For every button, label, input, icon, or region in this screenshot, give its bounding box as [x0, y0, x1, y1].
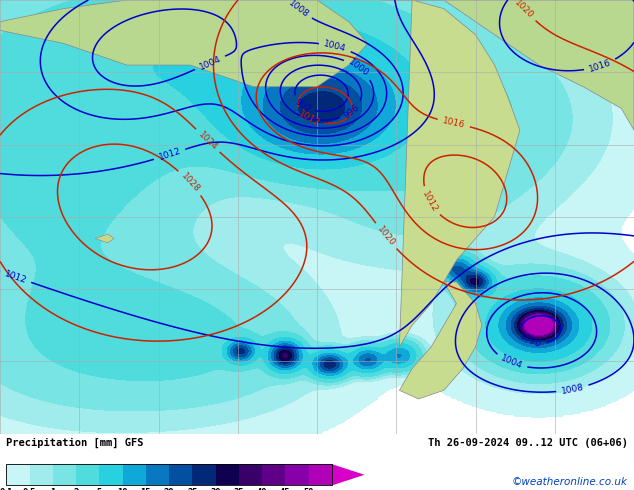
Text: 1016: 1016: [441, 116, 466, 130]
Text: 1012: 1012: [3, 269, 28, 285]
Text: 1004: 1004: [499, 354, 524, 371]
Text: 1024: 1024: [197, 129, 219, 152]
Text: 1016: 1016: [588, 58, 612, 74]
Text: 1008: 1008: [560, 383, 585, 396]
Polygon shape: [309, 464, 332, 486]
Text: 1008: 1008: [287, 0, 310, 19]
Polygon shape: [216, 464, 239, 486]
Polygon shape: [380, 0, 634, 130]
Text: 10: 10: [117, 489, 128, 490]
Polygon shape: [122, 464, 146, 486]
Polygon shape: [95, 234, 114, 243]
Text: 1: 1: [50, 489, 55, 490]
Text: ©weatheronline.co.uk: ©weatheronline.co.uk: [512, 477, 628, 487]
Text: 45: 45: [280, 489, 290, 490]
Polygon shape: [332, 464, 365, 486]
Text: 0.5: 0.5: [23, 489, 36, 490]
Text: 0.1: 0.1: [0, 489, 13, 490]
Polygon shape: [146, 464, 169, 486]
Polygon shape: [285, 464, 309, 486]
Text: 5: 5: [97, 489, 102, 490]
Text: 1012: 1012: [157, 147, 182, 162]
Text: 1020: 1020: [375, 224, 397, 248]
Text: 1000: 1000: [518, 332, 543, 350]
Text: 2: 2: [74, 489, 79, 490]
Text: 1004: 1004: [198, 54, 222, 72]
Text: 25: 25: [187, 489, 198, 490]
Text: Precipitation [mm] GFS: Precipitation [mm] GFS: [6, 438, 144, 448]
Polygon shape: [100, 464, 122, 486]
Polygon shape: [6, 464, 30, 486]
Text: 1004: 1004: [323, 39, 347, 54]
Polygon shape: [399, 282, 482, 399]
Polygon shape: [399, 0, 520, 347]
Text: 996: 996: [342, 102, 361, 120]
Polygon shape: [53, 464, 76, 486]
Text: 1028: 1028: [179, 172, 201, 194]
Text: 50: 50: [303, 489, 314, 490]
Text: 35: 35: [233, 489, 244, 490]
Text: 15: 15: [141, 489, 151, 490]
Text: Th 26-09-2024 09..12 UTC (06+06): Th 26-09-2024 09..12 UTC (06+06): [428, 438, 628, 448]
Polygon shape: [192, 464, 216, 486]
Text: 1012: 1012: [420, 190, 439, 214]
Polygon shape: [239, 464, 262, 486]
Text: 1000: 1000: [347, 58, 370, 78]
Text: 992: 992: [294, 98, 313, 115]
Text: 20: 20: [164, 489, 174, 490]
Text: 1012: 1012: [297, 109, 321, 128]
Polygon shape: [169, 464, 192, 486]
Polygon shape: [76, 464, 100, 486]
Text: 40: 40: [257, 489, 268, 490]
Polygon shape: [262, 464, 285, 486]
Polygon shape: [30, 464, 53, 486]
Bar: [6, 464, 332, 486]
Polygon shape: [0, 0, 368, 87]
Text: 1020: 1020: [512, 0, 535, 20]
Text: 30: 30: [210, 489, 221, 490]
